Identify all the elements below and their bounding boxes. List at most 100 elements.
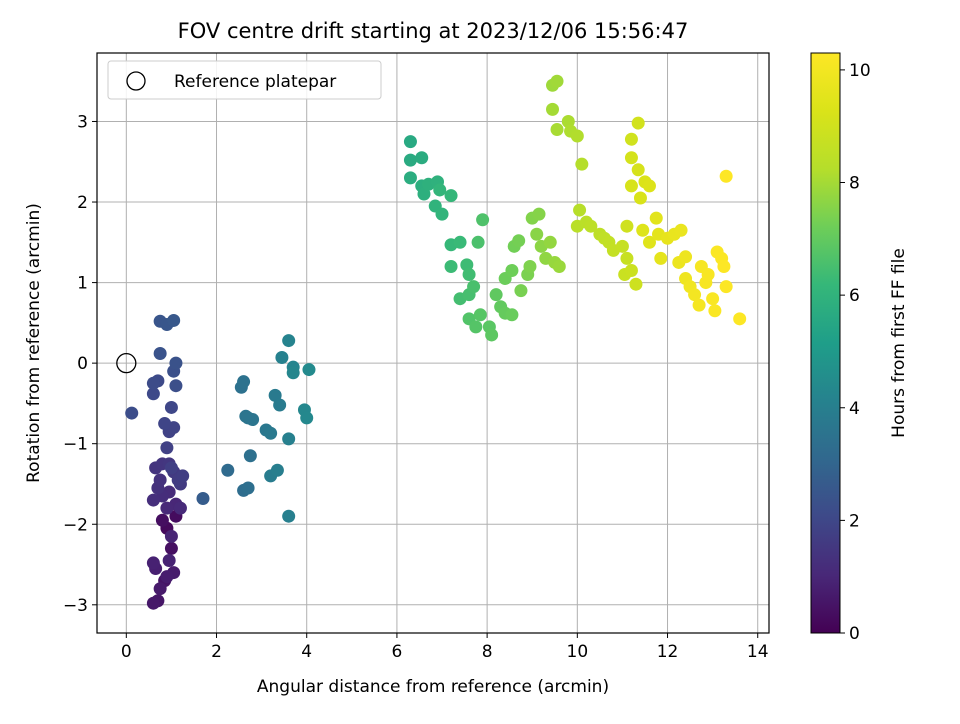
data-point [692, 298, 706, 312]
data-point [153, 346, 167, 360]
y-tick-label: −2 [63, 515, 88, 535]
x-tick-label: 12 [657, 642, 679, 662]
y-tick-label: −1 [63, 435, 88, 455]
x-tick-label: 0 [121, 642, 132, 662]
colorbar-ticks: 0 2 4 6 8 10 [840, 61, 871, 644]
data-point [654, 251, 668, 265]
data-point [505, 308, 519, 322]
data-point [160, 441, 174, 455]
data-point [273, 398, 287, 412]
reference-platepar-marker [116, 352, 137, 374]
data-point [543, 235, 557, 249]
data-point [444, 259, 458, 273]
grid-lines [97, 53, 769, 633]
data-point [719, 169, 733, 183]
data-point [241, 411, 255, 425]
data-point [173, 501, 187, 515]
data-point [631, 116, 645, 130]
data-point [717, 259, 731, 273]
data-point [636, 223, 650, 237]
colorbar-tick-label: 6 [849, 286, 860, 306]
data-point [679, 250, 693, 264]
data-point [546, 102, 560, 116]
data-point [153, 473, 167, 487]
colorbar-gradient [810, 52, 841, 634]
data-point [624, 264, 638, 277]
data-point [631, 163, 645, 177]
data-point [146, 376, 160, 390]
data-point [176, 469, 190, 483]
data-point [532, 207, 546, 221]
data-point [146, 596, 160, 610]
y-tick-label: 3 [77, 112, 88, 132]
x-tick-label: 8 [482, 642, 493, 662]
x-tick-label: 6 [392, 642, 403, 662]
data-point [169, 379, 183, 393]
data-point [485, 328, 499, 342]
data-point [624, 151, 638, 165]
y-tick-label: 2 [77, 193, 88, 213]
data-point [505, 264, 519, 277]
data-point [268, 388, 282, 402]
data-point [489, 288, 503, 302]
data-point [620, 251, 634, 265]
data-point [264, 426, 278, 440]
colorbar-tick-label: 8 [849, 174, 860, 194]
data-point [270, 463, 284, 477]
data-point [512, 234, 526, 248]
data-point [550, 123, 564, 137]
y-tick-label: 1 [77, 274, 88, 294]
y-axis-ticks: −3 −2 −1 0 1 2 3 [63, 112, 97, 616]
data-point [476, 213, 490, 227]
legend: Reference platepar [107, 60, 382, 100]
data-point [435, 207, 449, 221]
data-point [302, 363, 316, 377]
data-point [575, 157, 589, 171]
data-point [162, 554, 176, 567]
x-tick-label: 2 [211, 642, 222, 662]
data-point [153, 582, 167, 596]
chart-title: FOV centre drift starting at 2023/12/06 … [178, 19, 689, 43]
data-point [282, 432, 296, 446]
x-tick-label: 10 [567, 642, 589, 662]
data-point [146, 556, 160, 570]
data-point [146, 493, 160, 507]
plot-frame [96, 52, 770, 634]
data-point [403, 135, 417, 149]
data-point [584, 219, 598, 233]
data-point [164, 529, 178, 543]
data-point [196, 491, 210, 505]
data-point [530, 227, 544, 241]
data-point [167, 313, 181, 327]
x-axis-label: Angular distance from reference (arcmin) [257, 677, 609, 697]
data-point [674, 223, 688, 237]
data-point [552, 259, 566, 273]
data-point [624, 179, 638, 193]
data-point [241, 481, 255, 495]
y-axis-label: Rotation from reference (arcmin) [24, 203, 44, 483]
data-point [158, 417, 172, 431]
data-point [573, 203, 587, 217]
data-point [164, 541, 178, 555]
colorbar-tick-label: 10 [849, 61, 871, 81]
data-point [469, 320, 483, 334]
y-tick-label: 0 [77, 354, 88, 374]
data-point [523, 259, 537, 273]
data-point [164, 400, 178, 414]
data-point [471, 235, 485, 249]
y-tick-label: −3 [63, 596, 88, 616]
data-point [125, 406, 139, 420]
data-point [403, 153, 417, 167]
data-point [708, 304, 722, 318]
colorbar-label: Hours from first FF file [889, 248, 909, 438]
data-point [633, 191, 647, 205]
data-point [629, 277, 643, 291]
data-point [649, 211, 663, 225]
data-point [155, 513, 169, 527]
data-point [624, 132, 638, 146]
data-points [116, 74, 747, 610]
data-point [417, 187, 431, 201]
colorbar: 0 2 4 6 8 10 Hours from first FF file [810, 52, 909, 644]
data-point [169, 356, 183, 370]
